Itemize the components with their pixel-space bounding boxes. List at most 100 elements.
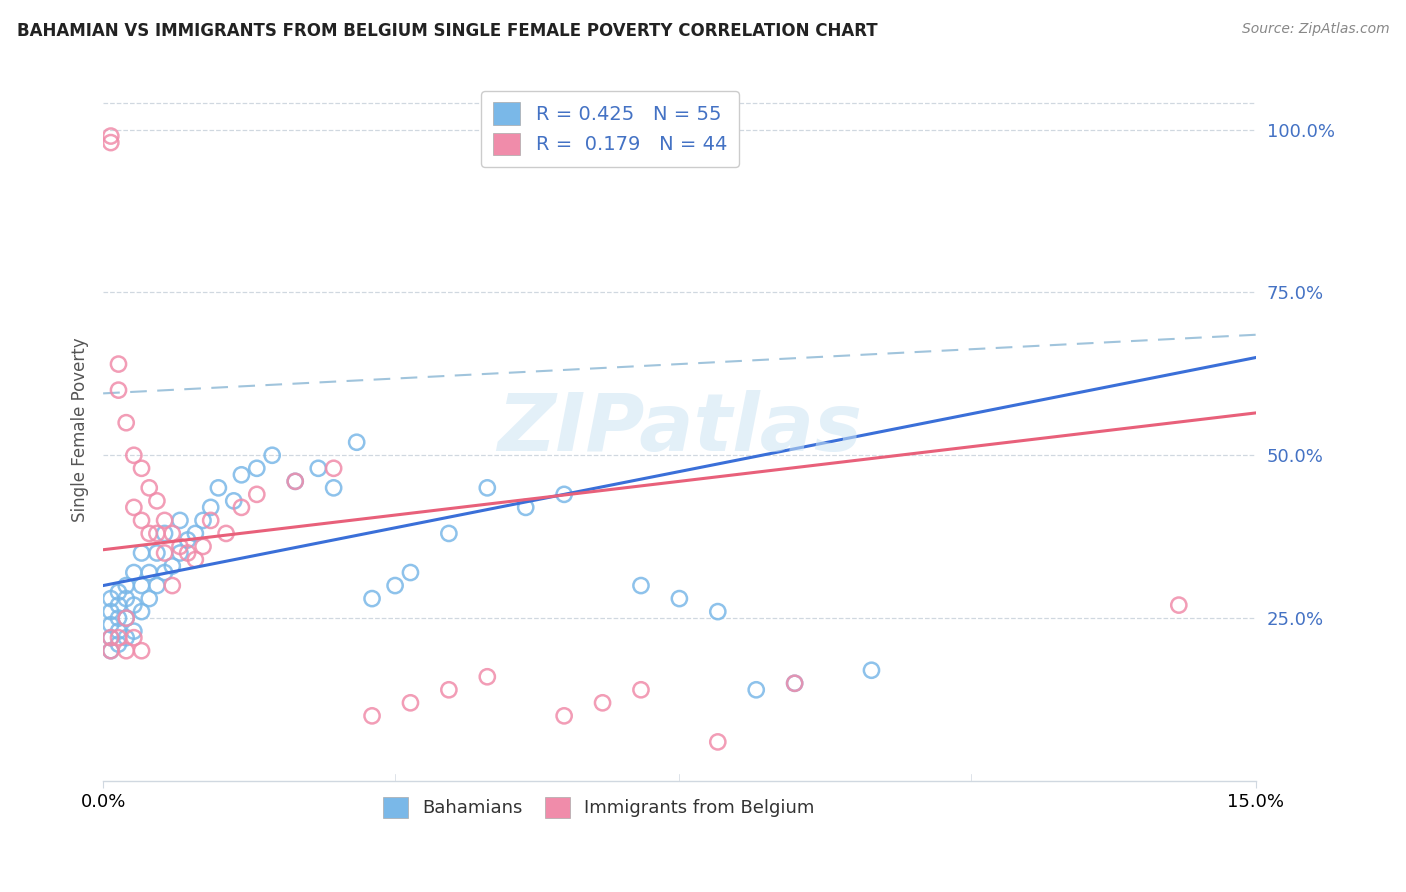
Point <box>131 546 153 560</box>
Point <box>100 631 122 645</box>
Point <box>107 585 129 599</box>
Point <box>262 448 284 462</box>
Point <box>138 591 160 606</box>
Point <box>122 500 145 515</box>
Point <box>231 500 253 515</box>
Point <box>384 578 406 592</box>
Point <box>100 129 122 144</box>
Point <box>284 475 307 489</box>
Point <box>115 591 138 606</box>
Point <box>131 461 153 475</box>
Point <box>200 513 222 527</box>
Point <box>553 487 575 501</box>
Point <box>783 676 806 690</box>
Point <box>153 513 176 527</box>
Point <box>184 526 207 541</box>
Point <box>191 540 214 554</box>
Point <box>153 546 176 560</box>
Point <box>707 605 730 619</box>
Point <box>100 136 122 150</box>
Point <box>146 526 169 541</box>
Point <box>115 643 138 657</box>
Point <box>860 663 883 677</box>
Point <box>100 631 122 645</box>
Point <box>115 416 138 430</box>
Point <box>346 435 368 450</box>
Point <box>169 540 191 554</box>
Point <box>122 631 145 645</box>
Point <box>437 526 460 541</box>
Point <box>191 513 214 527</box>
Point <box>122 448 145 462</box>
Point <box>107 631 129 645</box>
Point <box>246 461 269 475</box>
Point <box>477 670 499 684</box>
Point <box>515 500 537 515</box>
Point <box>162 526 184 541</box>
Point <box>437 682 460 697</box>
Point <box>169 513 191 527</box>
Point <box>231 467 253 482</box>
Point <box>207 481 229 495</box>
Point <box>307 461 329 475</box>
Point <box>176 533 198 547</box>
Point <box>246 487 269 501</box>
Point <box>146 546 169 560</box>
Point <box>153 526 176 541</box>
Point <box>100 643 122 657</box>
Point <box>745 682 768 697</box>
Legend: Bahamians, Immigrants from Belgium: Bahamians, Immigrants from Belgium <box>375 789 823 825</box>
Text: Source: ZipAtlas.com: Source: ZipAtlas.com <box>1241 22 1389 37</box>
Point <box>146 578 169 592</box>
Point <box>100 605 122 619</box>
Point <box>630 578 652 592</box>
Text: BAHAMIAN VS IMMIGRANTS FROM BELGIUM SINGLE FEMALE POVERTY CORRELATION CHART: BAHAMIAN VS IMMIGRANTS FROM BELGIUM SING… <box>17 22 877 40</box>
Point <box>399 566 422 580</box>
Point <box>115 578 138 592</box>
Point <box>107 624 129 639</box>
Point <box>100 643 122 657</box>
Point <box>668 591 690 606</box>
Point <box>162 578 184 592</box>
Point <box>131 605 153 619</box>
Point <box>138 566 160 580</box>
Point <box>477 481 499 495</box>
Text: ZIPatlas: ZIPatlas <box>496 390 862 468</box>
Point <box>115 611 138 625</box>
Point <box>1167 598 1189 612</box>
Y-axis label: Single Female Poverty: Single Female Poverty <box>72 337 89 522</box>
Point <box>707 735 730 749</box>
Point <box>107 611 129 625</box>
Point <box>322 461 344 475</box>
Point <box>222 494 245 508</box>
Point <box>131 578 153 592</box>
Point <box>153 566 176 580</box>
Point <box>184 552 207 566</box>
Point <box>115 631 138 645</box>
Point <box>100 617 122 632</box>
Point <box>122 566 145 580</box>
Point <box>107 637 129 651</box>
Point <box>361 591 384 606</box>
Point <box>107 383 129 397</box>
Point <box>122 598 145 612</box>
Point <box>361 709 384 723</box>
Point <box>215 526 238 541</box>
Point <box>630 682 652 697</box>
Point <box>399 696 422 710</box>
Point <box>138 481 160 495</box>
Point <box>322 481 344 495</box>
Point <box>146 494 169 508</box>
Point <box>592 696 614 710</box>
Point <box>200 500 222 515</box>
Point <box>138 526 160 541</box>
Point <box>115 611 138 625</box>
Point <box>783 676 806 690</box>
Point <box>131 513 153 527</box>
Point <box>553 709 575 723</box>
Point <box>284 475 307 489</box>
Point <box>100 591 122 606</box>
Point <box>122 624 145 639</box>
Point <box>162 559 184 574</box>
Point <box>176 546 198 560</box>
